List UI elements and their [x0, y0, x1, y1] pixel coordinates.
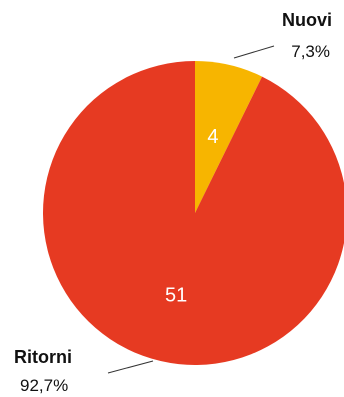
leader-line-nuovi [233, 45, 275, 59]
leader-lines [107, 45, 275, 374]
percent-ritorni: 92,7% [20, 376, 68, 395]
pie-slice-ritorni [43, 61, 344, 365]
slice-category-labels: Nuovi 7,3% Ritorni 92,7% [14, 10, 332, 395]
slice-value-nuovi: 4 [207, 126, 218, 148]
pie-slice-nuovi [195, 61, 263, 213]
label-ritorni: Ritorni [14, 347, 72, 367]
leader-line-ritorni [107, 360, 154, 374]
slice-value-labels: 4 51 [165, 126, 218, 306]
percent-nuovi: 7,3% [291, 42, 330, 61]
label-nuovi: Nuovi [282, 10, 332, 30]
pie-slices [43, 61, 344, 365]
slice-value-ritorni: 51 [165, 284, 187, 306]
